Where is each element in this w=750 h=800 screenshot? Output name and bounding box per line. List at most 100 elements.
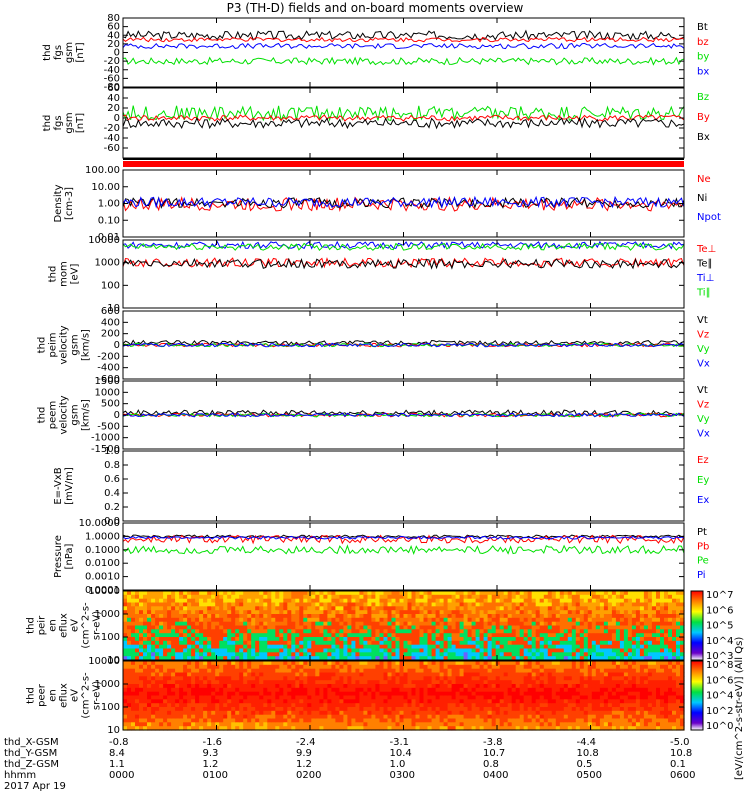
heatmap-cell [315,614,320,619]
heatmap-cell [503,598,509,604]
heatmap-cell [523,710,529,716]
heatmap-cell [347,676,352,681]
heatmap-cell [407,710,413,716]
legend-entry: Vz [697,330,709,341]
heatmap-cell [235,633,240,638]
heatmap-cell [575,676,581,681]
heatmap-cell [139,718,144,723]
heatmap-cell [367,661,372,666]
heatmap-cell [287,672,292,677]
heatmap-cell [271,629,276,634]
heatmap-cell [231,672,236,677]
heatmap-cell [407,722,413,727]
heatmap-cell [219,684,224,689]
heatmap-cell [359,680,364,685]
heatmap-cell [131,695,136,700]
heatmap-cell [664,617,669,623]
heatmap-cell [607,606,613,611]
heatmap-cell [355,676,360,681]
heatmap-cell [191,668,196,674]
heatmap-cell [503,687,509,693]
heatmap-cell [535,656,541,661]
heatmap-cell [571,591,577,596]
heatmap-cell [147,648,152,653]
heatmap-cell [319,718,324,723]
heatmap-cell [299,629,304,634]
y-axis-label-line: [km/s] [81,329,92,361]
heatmap-cell [459,625,465,630]
heatmap-cell [415,664,421,670]
heatmap-cell [515,602,521,607]
heatmap-cell [611,610,617,615]
heatmap-cell [431,625,437,630]
heatmap-cell [579,668,585,674]
heatmap-cell [191,684,196,689]
heatmap-cell [243,668,248,674]
heatmap-cell [579,672,585,677]
heatmap-cell [647,602,653,607]
heatmap-cell [543,625,549,630]
heatmap-cell [179,656,184,661]
heatmap-cell [643,656,649,661]
heatmap-cell [311,710,316,716]
heatmap-cell [664,621,669,627]
heatmap-cell [283,691,288,697]
heatmap-cell [367,714,372,720]
heatmap-cell [551,644,557,650]
heatmap-cell [656,656,661,661]
heatmap-cell [539,629,545,634]
heatmap-cell [627,656,633,661]
heatmap-cell [399,710,405,716]
heatmap-cell [187,710,192,716]
heatmap-cell [379,714,385,720]
heatmap-cell [455,710,461,716]
heatmap-cell [527,621,533,627]
y-axis-label-line: fgs [53,115,64,130]
y-tick-label: 0 [114,113,120,124]
heatmap-cell [163,606,168,611]
heatmap-cell [371,695,376,700]
heatmap-cell [523,668,529,674]
heatmap-cell [451,594,457,600]
heatmap-cell [467,684,473,689]
heatmap-cell [159,703,164,708]
heatmap-cell [467,640,473,646]
heatmap-cell [299,687,304,693]
heatmap-cell [379,664,385,670]
heatmap-cell [319,591,324,596]
heatmap-cell [419,680,425,685]
heatmap-cell [467,680,473,685]
heatmap-cell [664,633,669,638]
heatmap-cell [647,637,653,642]
heatmap-cell [403,652,409,657]
heatmap-cell [315,722,320,727]
heatmap-cell [347,629,352,634]
heatmap-cell [503,637,509,642]
heatmap-cell [223,691,228,697]
heatmap-cell [291,703,296,708]
heatmap-cell [355,684,360,689]
heatmap-cell [259,637,264,642]
heatmap-cell [515,691,521,697]
heatmap-cell [639,633,645,638]
heatmap-cell [419,668,425,674]
heatmap-cell [543,598,549,604]
heatmap-cell [175,629,180,634]
heatmap-cell [571,629,577,634]
heatmap-cell [487,637,493,642]
heatmap-cell [279,661,284,666]
heatmap-cell [135,684,140,689]
heatmap-cell [543,680,549,685]
heatmap-cell [207,672,212,677]
heatmap-cell [199,591,204,596]
legend-entry: Te⊥ [696,244,716,255]
heatmap-cell [339,610,344,615]
heatmap-cell [207,707,212,712]
heatmap-cell [171,640,176,646]
heatmap-cell [175,617,180,623]
heatmap-cell [267,699,272,704]
heatmap-cell [660,644,665,650]
heatmap-cell [447,703,453,708]
heatmap-cell [187,726,192,731]
heatmap-cell [511,629,517,634]
